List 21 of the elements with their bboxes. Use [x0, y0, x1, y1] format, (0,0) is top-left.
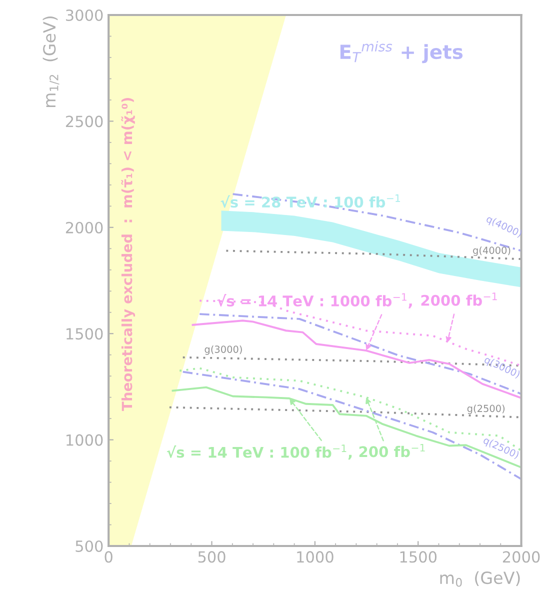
y-tick-label: 3000: [66, 9, 103, 22]
y-tick-label: 1500: [66, 328, 103, 340]
series-label: Theoretically excluded : m(τ̃₁) < m(χ̃₁⁰): [121, 98, 136, 411]
series-label: g(4000): [473, 246, 510, 256]
x-tick-label: 0: [104, 551, 112, 563]
y-tick-label: 2500: [66, 116, 103, 128]
y-tick-label: 1000: [66, 434, 103, 446]
x-tick-label: 1500: [400, 551, 437, 563]
y-tick-label: 500: [76, 540, 103, 552]
y-axis-title: m$_{1/2}$ (GeV): [42, 16, 60, 107]
x-axis-title: m$_{0}$ (GeV): [440, 571, 520, 587]
series-label: g(3000): [204, 345, 242, 355]
annotation: 2000 fb$^{−1}$: [421, 292, 497, 306]
series-label: g(2500): [467, 404, 505, 414]
annotation: √s = 14 TeV : 100 fb$^{−1}$,: [166, 444, 352, 460]
y-tick-label: 2000: [66, 222, 103, 234]
annotation: E$_{T}$$^{miss}$ + jets: [340, 41, 463, 64]
x-tick-label: 1000: [297, 551, 334, 563]
x-tick-label: 2000: [502, 551, 540, 563]
annotation: 200 fb$^{−1}$: [359, 444, 425, 458]
x-tick-label: 500: [198, 551, 226, 563]
